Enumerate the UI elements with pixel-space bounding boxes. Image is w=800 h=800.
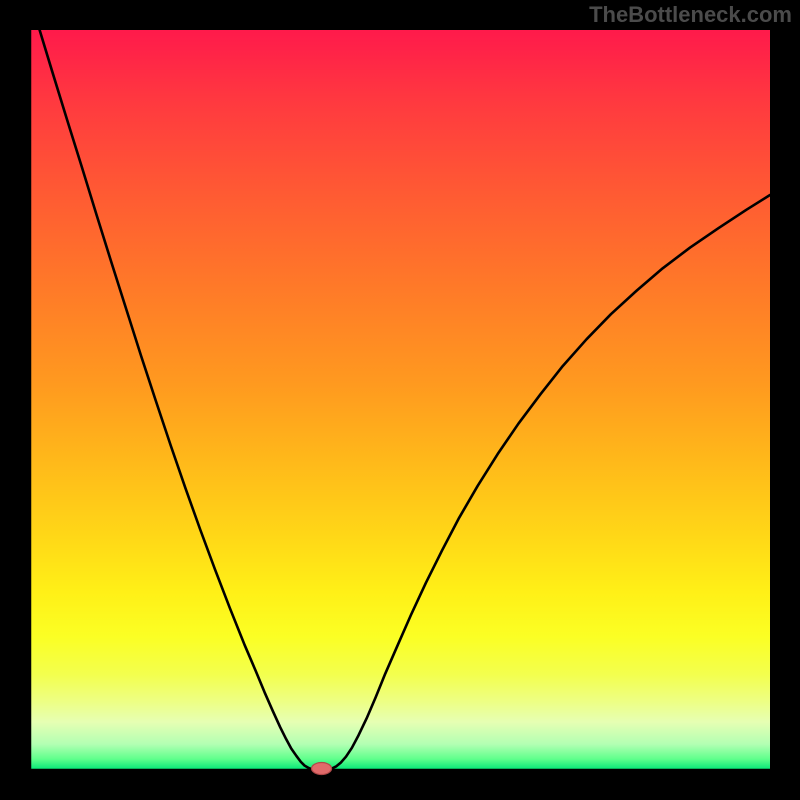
minimum-marker <box>312 763 332 775</box>
bottleneck-chart <box>0 0 800 800</box>
plot-background <box>30 30 770 770</box>
